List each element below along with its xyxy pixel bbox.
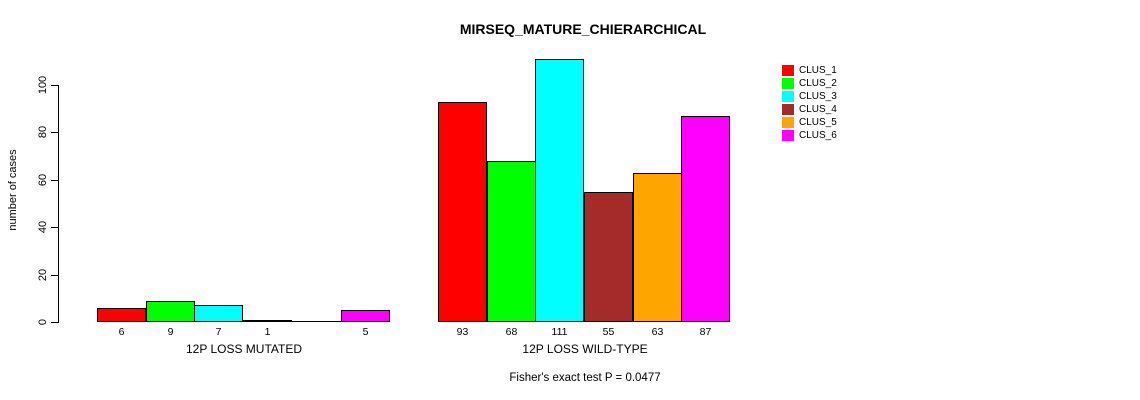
legend-label: CLUS_2 <box>799 78 837 89</box>
legend-swatch <box>782 91 794 102</box>
legend-label: CLUS_1 <box>799 65 837 76</box>
legend-item: CLUS_3 <box>782 90 837 103</box>
bar-value-label: 6 <box>118 326 125 338</box>
bar-clus_3 <box>194 305 243 322</box>
bar-clus_5 <box>292 321 341 322</box>
y-tick-label: 40 <box>37 220 49 234</box>
bar-clus_4 <box>584 192 633 322</box>
y-axis-line <box>58 85 59 323</box>
legend-swatch <box>782 65 794 76</box>
bar-value-label: 55 <box>602 326 615 338</box>
legend-item: CLUS_5 <box>782 116 837 129</box>
y-tick-label: 100 <box>37 75 49 95</box>
legend-label: CLUS_5 <box>799 117 837 128</box>
y-tick <box>51 132 58 133</box>
bar-clus_1 <box>97 308 146 322</box>
legend-swatch <box>782 117 794 128</box>
legend-label: CLUS_6 <box>799 130 837 141</box>
bar-value-label: 5 <box>362 326 369 338</box>
fisher-test-annotation: Fisher's exact test P = 0.0477 <box>509 372 661 384</box>
y-tick <box>51 227 58 228</box>
y-tick <box>51 322 58 323</box>
y-tick-label: 0 <box>37 318 49 326</box>
bar-clus_4 <box>243 320 292 322</box>
bar-clus_1 <box>438 102 487 322</box>
y-tick-label: 20 <box>37 268 49 282</box>
bar-value-label: 7 <box>215 326 222 338</box>
bar-value-label: 9 <box>167 326 174 338</box>
bar-value-label: 63 <box>651 326 664 338</box>
bar-clus_6 <box>681 116 730 322</box>
bar-clus_3 <box>535 59 584 322</box>
legend-item: CLUS_4 <box>782 103 837 116</box>
y-tick <box>51 180 58 181</box>
legend-label: CLUS_4 <box>799 104 837 115</box>
legend-swatch <box>782 104 794 115</box>
legend-item: CLUS_2 <box>782 77 837 90</box>
legend-label: CLUS_3 <box>799 91 837 102</box>
y-axis-label: number of cases <box>7 149 19 231</box>
legend: CLUS_1 CLUS_2 CLUS_3 CLUS_4 CLUS_5 CLUS_6 <box>782 64 837 142</box>
y-tick <box>51 275 58 276</box>
bar-clus_2 <box>146 301 195 322</box>
bar-value-label: 87 <box>699 326 712 338</box>
group-label-mutated: 12P LOSS MUTATED <box>185 342 303 356</box>
legend-item: CLUS_6 <box>782 129 837 142</box>
y-tick-label: 60 <box>37 173 49 187</box>
legend-swatch <box>782 130 794 141</box>
bar-value-label: 111 <box>551 326 568 338</box>
y-tick <box>51 85 58 86</box>
chart-title: MIRSEQ_MATURE_CHIERARCHICAL <box>459 21 707 37</box>
bar-value-label: 1 <box>264 326 271 338</box>
legend-item: CLUS_1 <box>782 64 837 77</box>
legend-swatch <box>782 78 794 89</box>
bar-value-label: 93 <box>456 326 469 338</box>
bar-clus_6 <box>341 310 390 322</box>
bar-clus_2 <box>487 161 536 322</box>
bar-value-label: 68 <box>505 326 518 338</box>
bar-clus_5 <box>633 173 682 322</box>
group-label-wild-type: 12P LOSS WILD-TYPE <box>522 342 648 356</box>
y-tick-label: 80 <box>37 125 49 139</box>
